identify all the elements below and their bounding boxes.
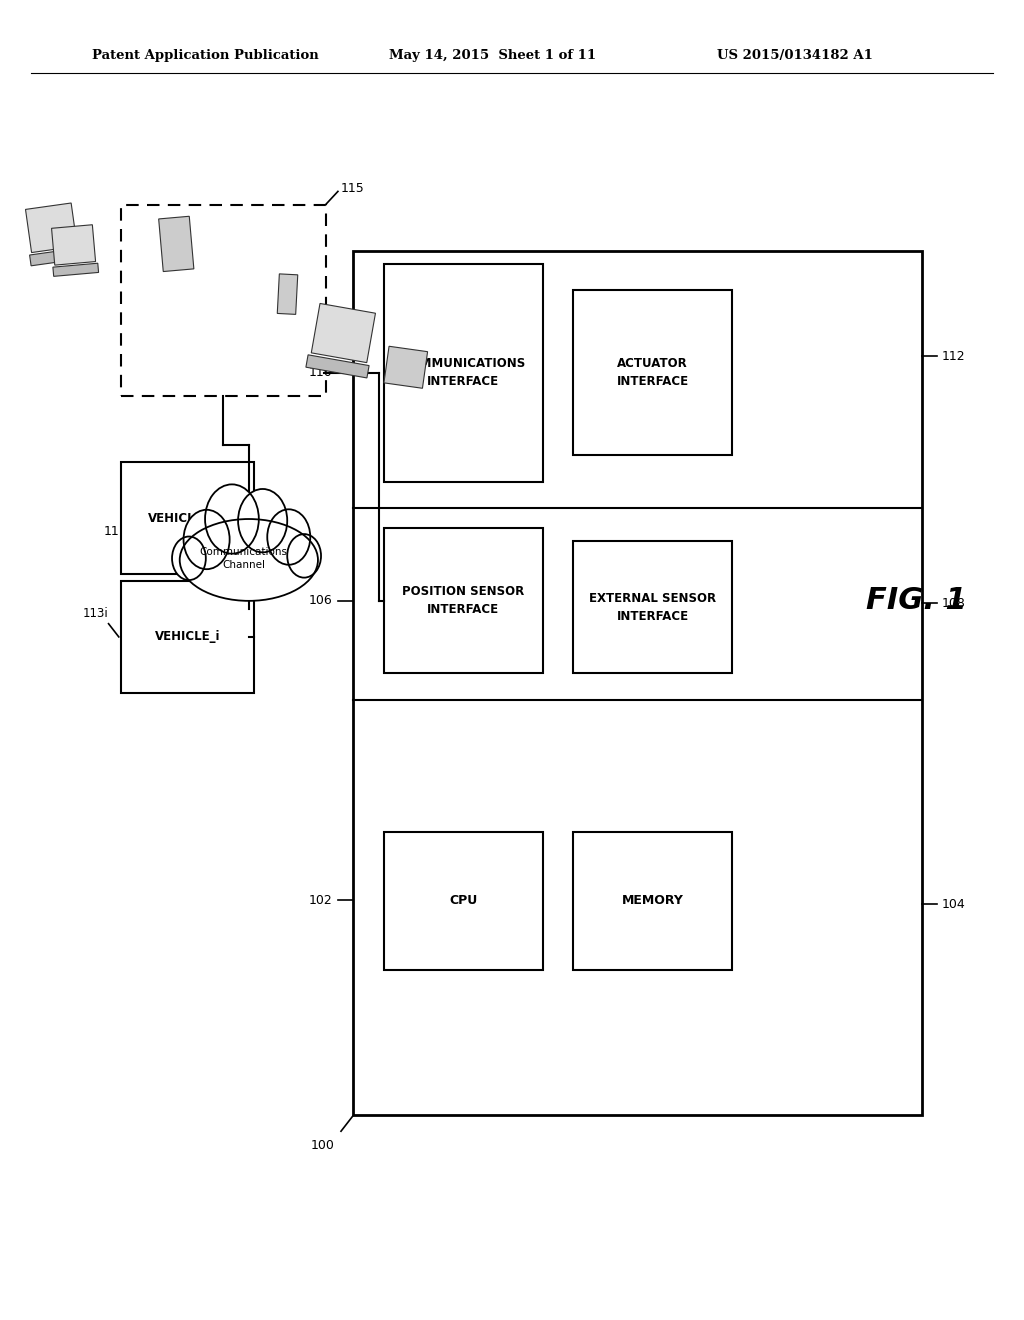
Bar: [278, 273, 298, 314]
Text: EXTERNAL SENSOR
INTERFACE: EXTERNAL SENSOR INTERFACE: [589, 591, 717, 623]
Bar: [30, 248, 81, 265]
Text: CPU: CPU: [450, 895, 477, 907]
Text: ACTUATOR
INTERFACE: ACTUATOR INTERFACE: [616, 358, 689, 388]
Bar: [311, 304, 376, 363]
Bar: [306, 355, 369, 378]
Circle shape: [287, 535, 322, 578]
Bar: [51, 224, 95, 265]
Text: 112: 112: [942, 350, 966, 363]
Bar: [121, 581, 254, 693]
Bar: [573, 290, 732, 455]
Bar: [384, 832, 543, 970]
Text: POSITION SENSOR
INTERFACE: POSITION SENSOR INTERFACE: [402, 585, 524, 616]
Text: 106: 106: [309, 594, 333, 607]
Text: FIG. 1: FIG. 1: [866, 586, 967, 615]
Circle shape: [267, 510, 310, 565]
Bar: [573, 832, 732, 970]
Text: VEHICLE_i: VEHICLE_i: [155, 631, 220, 643]
Ellipse shape: [180, 519, 317, 601]
Text: 110: 110: [309, 366, 333, 379]
Text: 102: 102: [309, 894, 333, 907]
Text: Communications
Channel: Communications Channel: [200, 546, 288, 570]
Text: Patent Application Publication: Patent Application Publication: [92, 49, 318, 62]
Circle shape: [172, 536, 206, 579]
Text: 100: 100: [311, 1139, 335, 1152]
Bar: [384, 346, 428, 388]
Text: 115: 115: [341, 182, 365, 195]
Bar: [121, 462, 254, 574]
Bar: [353, 251, 922, 1115]
Bar: [573, 541, 732, 673]
Text: MEMORY: MEMORY: [622, 895, 684, 907]
Bar: [384, 528, 543, 673]
Circle shape: [238, 488, 287, 552]
Text: May 14, 2015  Sheet 1 of 11: May 14, 2015 Sheet 1 of 11: [389, 49, 596, 62]
Text: 113i: 113i: [82, 607, 109, 619]
Text: 104: 104: [942, 898, 966, 911]
Bar: [53, 263, 98, 276]
Text: US 2015/0134182 A1: US 2015/0134182 A1: [717, 49, 872, 62]
Bar: [384, 264, 543, 482]
Text: 113i-1: 113i-1: [280, 541, 317, 553]
Bar: [121, 205, 326, 396]
Text: 108: 108: [942, 597, 966, 610]
Text: COMMUNICATIONS
INTERFACE: COMMUNICATIONS INTERFACE: [401, 358, 525, 388]
Circle shape: [205, 484, 259, 553]
Bar: [26, 203, 77, 252]
Text: VEHICLE_i-1: VEHICLE_i-1: [148, 512, 226, 524]
Circle shape: [183, 510, 229, 569]
Bar: [159, 216, 194, 272]
Text: 111: 111: [103, 525, 128, 539]
